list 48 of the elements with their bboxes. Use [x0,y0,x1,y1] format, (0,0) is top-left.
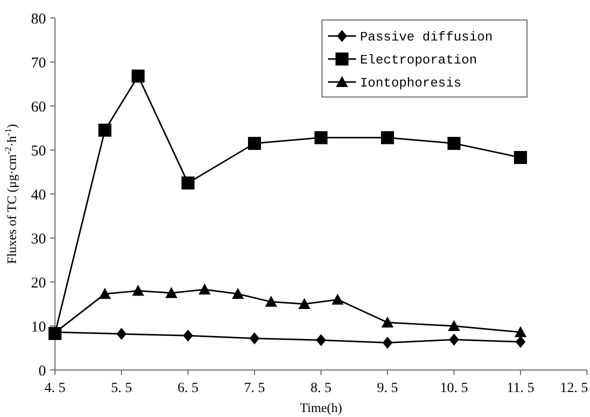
point [182,176,194,190]
point [381,131,394,144]
point [265,296,278,307]
y-tick-label: 20 [31,275,46,292]
point [448,320,460,331]
point [132,284,144,296]
y-tick-label: 30 [31,231,46,248]
point [449,334,459,346]
point [232,288,244,299]
x-tick-label: 8. 5 [310,381,332,396]
point [98,124,112,137]
legend-label: Electroporation [360,52,478,68]
x-tick-label: 5. 5 [111,381,132,396]
legend-label: Passive diffusion [360,30,493,45]
point [98,288,111,299]
point [382,316,394,328]
x-tick-label: 9. 5 [377,381,398,396]
x-tick-label: 4. 5 [44,381,66,396]
y-tick-label: 80 [31,11,46,28]
point [116,328,126,340]
point [332,294,344,305]
y-tick-label: 40 [31,187,46,204]
x-axis-title: Time(h) [300,400,342,415]
y-tick-label: 50 [31,143,46,160]
point [514,326,526,338]
legend-label: Iontophoresis [360,76,462,91]
y-tick-label: 0 [38,363,46,380]
x-tick-label: 10. 5 [440,381,468,396]
point [165,287,178,298]
point [248,136,261,150]
x-tick-label: 12. 5 [560,381,588,396]
x-tick-label: 7. 5 [244,381,265,396]
point [514,150,527,164]
x-tick-label: 11. 5 [506,381,534,396]
point [298,298,310,309]
y-tick-label: 70 [31,55,46,72]
x-tick-label: 6. 5 [178,381,198,396]
point [250,332,260,344]
point [448,136,460,150]
y-tick-label: 10 [31,319,46,336]
point [183,330,193,342]
point [132,70,145,83]
point [314,131,328,144]
y-tick-label: 60 [31,99,46,116]
point [516,336,526,348]
point [382,336,392,349]
point [198,283,211,294]
point [316,334,326,346]
